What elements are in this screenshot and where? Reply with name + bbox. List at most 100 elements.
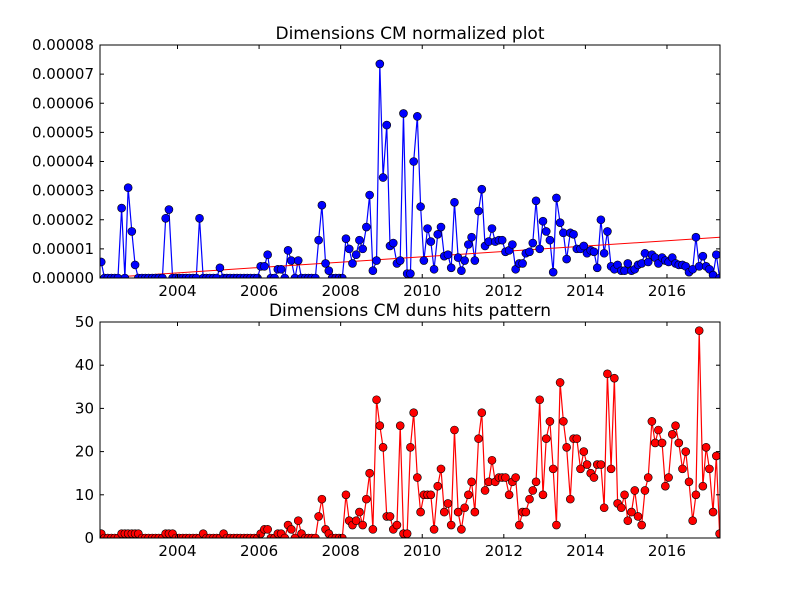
marker [287, 525, 296, 534]
marker [314, 235, 323, 245]
marker [120, 273, 130, 278]
marker [582, 460, 592, 469]
marker [521, 507, 531, 517]
marker [368, 525, 378, 534]
x-tick-label: 2008 [322, 282, 360, 300]
marker [640, 248, 650, 258]
marker [525, 494, 534, 504]
marker [545, 417, 555, 426]
marker [708, 507, 718, 517]
marker [576, 464, 585, 474]
y-tick-label: 0.00005 [32, 123, 94, 141]
marker [358, 244, 367, 254]
marker [487, 224, 497, 233]
marker [368, 266, 378, 276]
marker [453, 507, 463, 517]
y-tick-label: 40 [75, 356, 94, 374]
marker [599, 503, 609, 513]
marker [263, 525, 272, 534]
marker [596, 215, 606, 225]
marker [365, 468, 374, 478]
marker [562, 442, 571, 452]
marker [365, 190, 374, 200]
marker [341, 234, 351, 243]
marker [280, 273, 290, 278]
marker [531, 477, 541, 487]
y-tick-label: 0.00001 [32, 240, 94, 258]
marker [579, 241, 589, 251]
axes-frame [99, 321, 721, 539]
x-tick-label: 2010 [403, 282, 441, 300]
marker [426, 237, 436, 246]
marker [691, 490, 701, 500]
marker [450, 425, 459, 435]
y-tick-label: 20 [75, 443, 94, 461]
marker [378, 442, 388, 452]
marker [566, 494, 575, 504]
marker [569, 230, 578, 239]
marker [311, 533, 320, 538]
marker [439, 507, 449, 517]
y-tick-label: 0.00007 [32, 65, 94, 83]
marker [416, 507, 425, 517]
y-tick-label: 0.00003 [32, 182, 94, 200]
marker [552, 193, 561, 203]
marker [341, 490, 351, 500]
marker [637, 520, 646, 530]
x-tick-label: 2016 [648, 282, 686, 300]
x-tick-label: 2014 [566, 282, 604, 300]
marker [633, 512, 643, 521]
marker [270, 273, 279, 278]
marker [290, 533, 300, 538]
marker [691, 232, 701, 242]
x-tick-label: 2010 [403, 542, 441, 560]
marker [395, 256, 405, 265]
marker [362, 222, 371, 232]
marker [504, 490, 514, 500]
marker [667, 430, 677, 439]
marker [623, 516, 633, 526]
marker [572, 434, 582, 443]
x-tick-label: 2008 [322, 542, 360, 560]
marker [293, 256, 303, 265]
marker [592, 263, 602, 273]
marker [559, 417, 568, 426]
marker [603, 369, 612, 379]
marker [712, 250, 720, 259]
marker [555, 378, 565, 387]
marker [460, 256, 469, 265]
marker [477, 408, 487, 418]
marker [413, 112, 422, 121]
marker [158, 273, 167, 278]
marker [429, 264, 439, 274]
marker [681, 447, 691, 456]
marker [647, 417, 657, 426]
marker [671, 421, 680, 430]
marker [392, 520, 402, 530]
marker [263, 250, 272, 259]
marker [477, 184, 487, 194]
marker [643, 473, 653, 482]
marker [375, 421, 385, 430]
marker [620, 490, 629, 500]
marker [511, 473, 520, 482]
marker [548, 267, 558, 277]
marker [355, 507, 364, 517]
marker [293, 516, 303, 526]
marker [661, 481, 670, 491]
marker [426, 490, 436, 500]
y-tick-label: 0 [84, 529, 94, 547]
marker [701, 442, 711, 452]
marker [474, 206, 483, 216]
marker [501, 473, 510, 482]
marker [402, 529, 412, 538]
marker [535, 244, 545, 254]
marker [664, 473, 673, 482]
y-tick-label: 0.00006 [32, 94, 94, 112]
y-tick-label: 0.00002 [32, 211, 94, 229]
y-tick-label: 0.00000 [32, 269, 94, 287]
marker [712, 451, 720, 461]
marker [443, 499, 453, 508]
marker [413, 473, 422, 482]
marker [541, 227, 551, 236]
